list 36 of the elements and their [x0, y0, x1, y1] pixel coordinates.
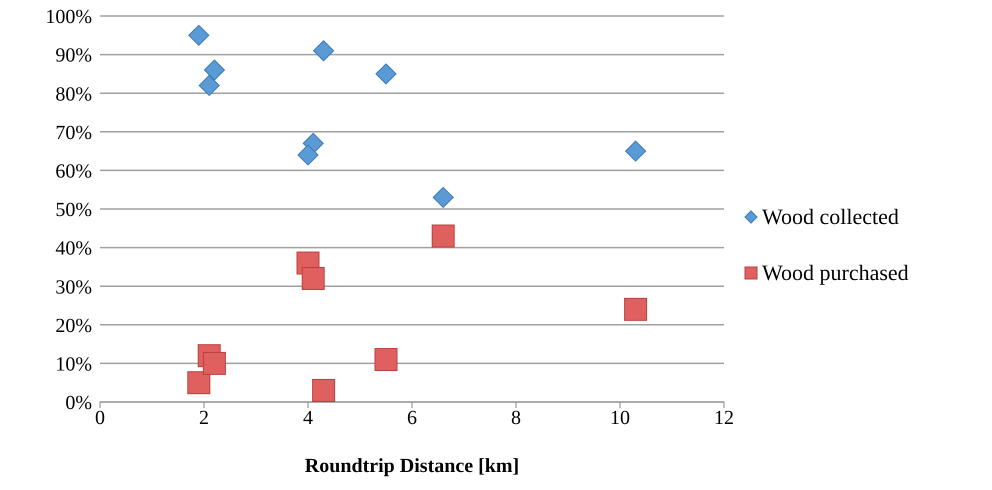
x-axis-title: Roundtrip Distance [km] [304, 455, 520, 477]
point [187, 371, 210, 394]
point [302, 266, 325, 290]
y-tick-label: 0% [65, 392, 92, 414]
point [312, 378, 336, 402]
x-tick-label: 4 [303, 407, 313, 430]
point [376, 63, 396, 84]
x-tick-label: 12 [714, 407, 734, 430]
y-tick-label: 80% [55, 83, 92, 106]
point [188, 24, 210, 46]
y-tick-label: 30% [55, 276, 92, 298]
point [432, 186, 454, 208]
y-tick-label: 40% [55, 238, 92, 260]
y-tick-label: 100% [45, 6, 92, 28]
y-tick-label: 50% [55, 199, 92, 222]
point [432, 224, 455, 248]
point [298, 144, 318, 166]
x-tick-label: 10 [610, 407, 630, 430]
x-tick-label: 0 [95, 407, 105, 430]
point [625, 140, 646, 162]
legend-label: Wood purchased [762, 260, 909, 286]
point [202, 352, 226, 375]
point [204, 60, 225, 81]
point [313, 40, 334, 62]
y-tick-label: 60% [55, 160, 92, 182]
y-tick-label: 10% [55, 354, 92, 376]
point [624, 298, 648, 321]
point [198, 74, 220, 96]
x-tick-label: 8 [511, 407, 521, 430]
legend-label: Wood collected [762, 204, 899, 230]
x-tick-label: 6 [407, 407, 417, 430]
point [374, 348, 398, 372]
y-tick-label: 20% [55, 314, 92, 337]
y-tick-label: 70% [55, 122, 92, 144]
x-tick-label: 2 [199, 407, 209, 430]
y-tick-label: 90% [55, 44, 92, 67]
